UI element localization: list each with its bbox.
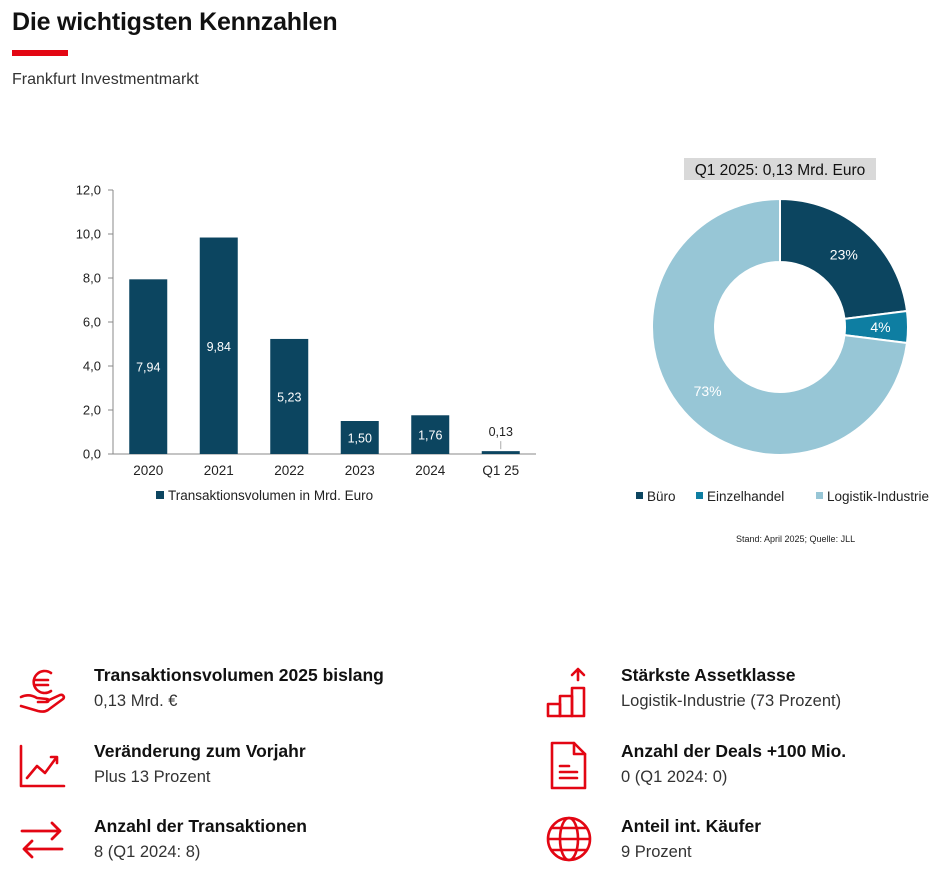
y-tick-label: 10,0 <box>76 227 101 242</box>
bar-data-label: 9,84 <box>207 340 231 354</box>
document-icon <box>550 741 587 790</box>
x-tick-label: 2023 <box>345 463 375 478</box>
legend-label: Transaktionsvolumen in Mrd. Euro <box>168 488 373 503</box>
y-tick-label: 8,0 <box>83 271 101 286</box>
bar-data-label: 0,13 <box>489 425 513 439</box>
donut-slice <box>651 197 909 456</box>
legend-label: Einzelhandel <box>707 489 784 504</box>
bar <box>270 338 309 454</box>
kpi-year-over-year: Veränderung zum Vorjahr Plus 13 Prozent <box>18 736 398 796</box>
trend-chart-icon <box>19 744 66 788</box>
kpi-label: Stärkste Assetklasse <box>621 665 796 685</box>
legend-label: Logistik-Industrie <box>827 489 929 504</box>
bar-chart: 0,0 2,0 4,0 6,0 8,0 10,0 12,0 2020 7,94 2021 9,84 2… <box>76 183 536 503</box>
page-subtitle: Frankfurt Investmentmarkt <box>12 71 199 88</box>
kpi-value: Logistik-Industrie (73 Prozent) <box>621 692 842 710</box>
kpi-international-buyers: Anteil int. Käufer 9 Prozent <box>545 811 925 871</box>
kpi-section: Transaktionsvolumen 2025 bislang 0,13 Mr… <box>0 660 946 890</box>
donut-data-label: 23% <box>830 247 858 263</box>
x-tick-label: 2024 <box>415 463 446 478</box>
exchange-arrows-icon <box>20 821 64 859</box>
donut-data-label: 73% <box>694 383 722 399</box>
y-tick-label: 6,0 <box>83 315 101 330</box>
legend-swatch <box>636 492 643 499</box>
kpi-large-deals: Anzahl der Deals +100 Mio. 0 (Q1 2024: 0… <box>545 736 925 796</box>
rising-steps-icon <box>546 667 586 718</box>
kpi-label: Veränderung zum Vorjahr <box>94 741 306 761</box>
x-tick-label: 2022 <box>274 463 304 478</box>
legend-label: Büro <box>647 489 676 504</box>
bar-data-label: 7,94 <box>136 361 160 375</box>
bar <box>199 237 238 454</box>
kpi-transaction-volume: Transaktionsvolumen 2025 bislang 0,13 Mr… <box>18 660 398 720</box>
bar <box>481 451 520 454</box>
legend-swatch <box>816 492 823 499</box>
y-tick-label: 12,0 <box>76 183 101 198</box>
kpi-value: 0,13 Mrd. € <box>94 692 178 710</box>
donut-data-label: 4% <box>870 319 890 335</box>
donut-title-box <box>684 158 876 180</box>
donut-slice <box>779 197 909 320</box>
donut-chart: Q1 2025: 0,13 Mrd. Euro 23% 4% 73% Büro Einze… <box>636 158 929 504</box>
x-tick-label: Q1 25 <box>482 463 519 478</box>
donut-title: Q1 2025: 0,13 Mrd. Euro <box>695 162 866 179</box>
legend-swatch <box>696 492 703 499</box>
y-tick-label: 2,0 <box>83 403 101 418</box>
page-title: Die wichtigsten Kennzahlen <box>12 8 338 36</box>
bar-data-label: 1,50 <box>348 432 372 446</box>
bar <box>129 279 168 454</box>
kpi-value: 9 Prozent <box>621 843 692 861</box>
y-tick-label: 4,0 <box>83 359 101 374</box>
kpi-strongest-asset-class: Stärkste Assetklasse Logistik-Industrie … <box>545 660 925 720</box>
x-tick-label: 2021 <box>204 463 234 478</box>
euro-hand-icon <box>19 669 66 713</box>
kpi-label: Anzahl der Deals +100 Mio. <box>621 741 847 761</box>
globe-icon <box>546 816 592 862</box>
kpi-label: Anzahl der Transaktionen <box>94 816 307 836</box>
source-note: Stand: April 2025; Quelle: JLL <box>736 534 856 544</box>
kpi-label: Transaktionsvolumen 2025 bislang <box>94 665 384 685</box>
y-tick-label: 0,0 <box>83 447 101 462</box>
kpi-transaction-count: Anzahl der Transaktionen 8 (Q1 2024: 8) <box>18 811 398 871</box>
bar <box>411 415 450 454</box>
kpi-value: Plus 13 Prozent <box>94 768 211 786</box>
legend-swatch <box>156 491 164 499</box>
bar-data-label: 5,23 <box>277 390 301 404</box>
title-underline <box>12 50 68 56</box>
kpi-value: 8 (Q1 2024: 8) <box>94 843 201 861</box>
bar <box>340 421 379 454</box>
x-tick-label: 2020 <box>133 463 163 478</box>
kpi-label: Anteil int. Käufer <box>621 816 762 836</box>
bar-data-label: 1,76 <box>418 429 442 443</box>
kpi-value: 0 (Q1 2024: 0) <box>621 768 728 786</box>
